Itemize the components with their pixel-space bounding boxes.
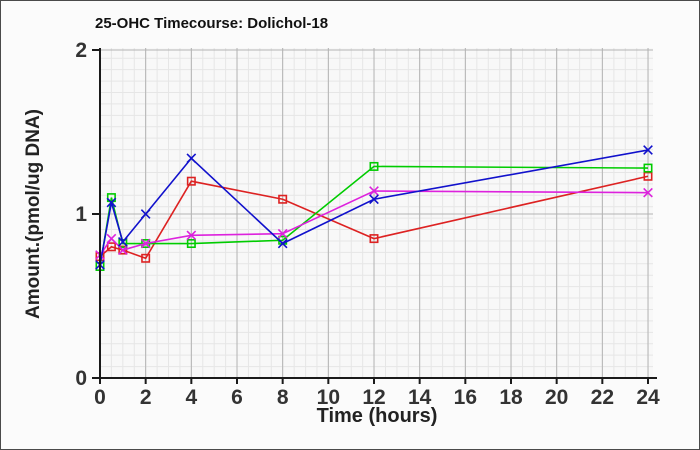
marker-x-magenta-crosses [117,245,128,255]
marker-square-red-squares [141,253,151,263]
marker-x-magenta-crosses [140,238,151,249]
marker-square-green-squares [643,163,653,173]
x-tick-label: 18 [499,386,523,409]
marker-x-magenta-crosses [186,230,197,241]
marker-square-green-squares [186,239,196,249]
marker-x-blue-crosses [369,194,379,205]
marker-square-red-squares [106,242,116,252]
series-line-red-squares [99,175,649,260]
marker-x-blue-crosses [106,197,117,208]
marker-square-red-squares [278,194,288,204]
marker-x-blue-crosses [117,237,128,247]
marker-x-magenta-crosses [106,233,117,244]
chart-title: 25-OHC Timecourse: Dolichol-18 [95,15,329,32]
marker-x-magenta-crosses [277,228,288,239]
marker-x-blue-crosses [186,153,197,164]
plot-area [100,48,653,378]
x-tick-label: 6 [231,386,243,409]
x-tick-label: 22 [591,386,614,409]
marker-square-red-squares [118,245,128,255]
x-tick-label: 10 [317,386,340,409]
marker-x-magenta-crosses [369,186,379,196]
x-axis-label: Time (hours) [316,405,438,427]
x-tick-label: 24 [636,386,660,409]
x-tick-label: 0 [94,386,106,409]
marker-x-blue-crosses [643,145,653,155]
marker-square-red-squares [186,176,196,186]
marker-x-blue-crosses [140,209,151,219]
marker-square-red-squares [369,234,379,244]
y-tick-label: 0 [75,367,87,390]
x-tick-label: 12 [362,386,385,409]
x-tick-label: 16 [454,386,477,409]
y-tick-label: 2 [75,39,87,62]
x-tick-label: 20 [545,386,568,409]
marker-square-green-squares [106,193,116,203]
marker-square-green-squares [369,161,379,171]
series-line-blue-crosses [99,149,649,265]
y-tick-label: 1 [75,203,87,226]
x-tick-label: 8 [277,386,289,409]
y-axis-label: Amount.(pmol/ug DNA) [23,109,44,320]
x-tick-label: 2 [140,386,152,409]
x-tick-label: 14 [408,386,432,409]
x-tick-label: 4 [185,386,197,409]
marker-x-blue-crosses [277,238,288,249]
marker-x-magenta-crosses [643,187,653,198]
